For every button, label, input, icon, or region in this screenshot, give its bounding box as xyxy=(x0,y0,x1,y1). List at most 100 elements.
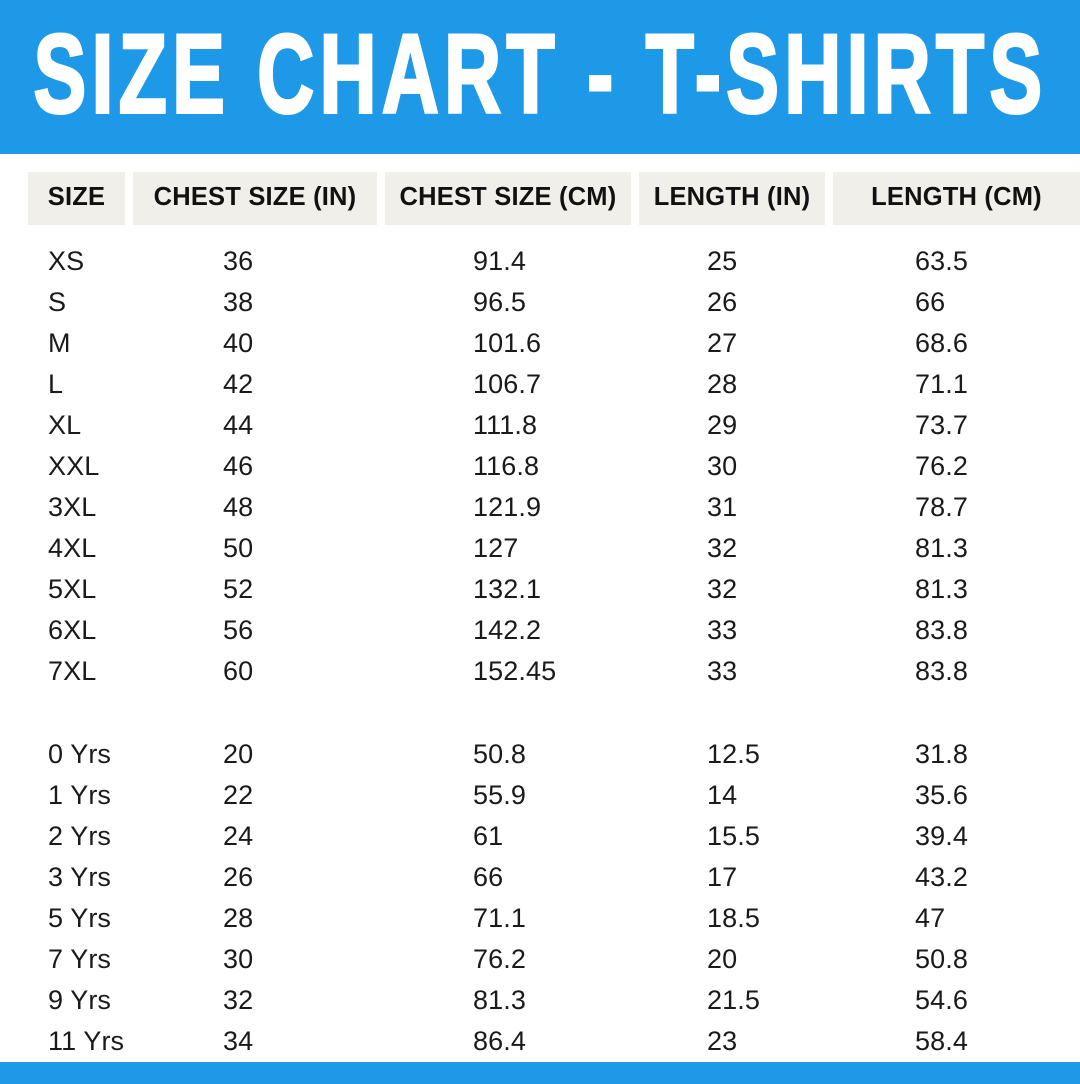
table-row: 1 Yrs 22 55.9 14 35.6 xyxy=(0,775,1080,816)
cell-chest-in: 44 xyxy=(223,409,254,440)
cell-chest-in: 40 xyxy=(223,327,254,358)
cell-length-cm: 71.1 xyxy=(915,368,968,399)
table-row: 3XL 48 121.9 31 78.7 xyxy=(0,487,1080,528)
cell-chest-in: 26 xyxy=(223,861,254,892)
table-row: 7XL 60 152.45 33 83.8 xyxy=(0,651,1080,692)
column-header-length-cm: LENGTH (CM) xyxy=(833,172,1080,225)
table-row: XS 36 91.4 25 63.5 xyxy=(0,241,1080,282)
cell-length-cm: 76.2 xyxy=(915,450,968,481)
cell-chest-in: 36 xyxy=(223,245,254,276)
cell-chest-cm: 55.9 xyxy=(473,779,526,810)
cell-size: 5 Yrs xyxy=(48,902,112,933)
cell-size: 4XL xyxy=(48,532,97,563)
cell-length-cm: 83.8 xyxy=(915,614,968,645)
cell-chest-in: 46 xyxy=(223,450,254,481)
cell-length-cm: 81.3 xyxy=(915,573,968,604)
cell-length-in: 28 xyxy=(707,368,738,399)
cell-length-in: 30 xyxy=(707,450,738,481)
cell-length-in: 15.5 xyxy=(707,820,760,851)
cell-chest-cm: 142.2 xyxy=(473,614,542,645)
cell-length-in: 33 xyxy=(707,655,738,686)
cell-size: M xyxy=(48,327,71,358)
cell-length-cm: 63.5 xyxy=(915,245,968,276)
cell-length-in: 25 xyxy=(707,245,738,276)
cell-chest-cm: 66 xyxy=(473,861,504,892)
cell-length-in: 27 xyxy=(707,327,738,358)
column-header-length-in: LENGTH (IN) xyxy=(639,172,825,225)
cell-chest-cm: 132.1 xyxy=(473,573,542,604)
size-table: SIZE CHEST SIZE (IN) CHEST SIZE (CM) LEN… xyxy=(0,154,1080,1062)
cell-length-cm: 68.6 xyxy=(915,327,968,358)
cell-chest-cm: 61 xyxy=(473,820,504,851)
cell-chest-in: 32 xyxy=(223,984,254,1015)
cell-chest-in: 52 xyxy=(223,573,254,604)
cell-length-cm: 35.6 xyxy=(915,779,968,810)
cell-chest-cm: 152.45 xyxy=(473,655,557,686)
cell-size: 6XL xyxy=(48,614,97,645)
page-title: SIZE CHART - T-SHIRTS xyxy=(32,12,1047,137)
cell-size: 3 Yrs xyxy=(48,861,112,892)
column-header-size: SIZE xyxy=(28,172,125,225)
cell-length-in: 17 xyxy=(707,861,738,892)
cell-length-cm: 43.2 xyxy=(915,861,968,892)
table-row: 4XL 50 127 32 81.3 xyxy=(0,528,1080,569)
cell-chest-cm: 116.8 xyxy=(473,450,540,481)
table-row: M 40 101.6 27 68.6 xyxy=(0,323,1080,364)
cell-length-in: 32 xyxy=(707,532,738,563)
cell-size: L xyxy=(48,368,64,399)
cell-size: 7XL xyxy=(48,655,97,686)
kids-sizes-group: 0 Yrs 20 50.8 12.5 31.8 1 Yrs 22 55.9 14 35.6 2 Yr… xyxy=(0,734,1080,1062)
cell-chest-in: 20 xyxy=(223,738,254,769)
cell-length-cm: 50.8 xyxy=(915,943,968,974)
cell-chest-cm: 111.8 xyxy=(473,409,538,440)
cell-chest-in: 48 xyxy=(223,491,254,522)
cell-length-cm: 66 xyxy=(915,286,946,317)
cell-length-in: 26 xyxy=(707,286,738,317)
cell-length-in: 33 xyxy=(707,614,738,645)
table-row: 2 Yrs 24 61 15.5 39.4 xyxy=(0,816,1080,857)
cell-chest-cm: 96.5 xyxy=(473,286,526,317)
cell-length-in: 32 xyxy=(707,573,738,604)
cell-chest-in: 50 xyxy=(223,532,254,563)
cell-chest-in: 24 xyxy=(223,820,254,851)
cell-size: 2 Yrs xyxy=(48,820,112,851)
cell-chest-cm: 91.4 xyxy=(473,245,526,276)
cell-chest-in: 34 xyxy=(223,1025,254,1056)
column-header-chest-in: CHEST SIZE (IN) xyxy=(133,172,377,225)
table-row: 5XL 52 132.1 32 81.3 xyxy=(0,569,1080,610)
cell-length-cm: 78.7 xyxy=(915,491,968,522)
cell-chest-in: 30 xyxy=(223,943,254,974)
cell-chest-in: 22 xyxy=(223,779,254,810)
cell-size: XXL xyxy=(48,450,100,481)
table-row: L 42 106.7 28 71.1 xyxy=(0,364,1080,405)
cell-size: XS xyxy=(48,245,85,276)
cell-chest-cm: 76.2 xyxy=(473,943,526,974)
table-row: XL 44 111.8 29 73.7 xyxy=(0,405,1080,446)
cell-length-cm: 73.7 xyxy=(915,409,968,440)
table-row: 5 Yrs 28 71.1 18.5 47 xyxy=(0,898,1080,939)
cell-length-cm: 83.8 xyxy=(915,655,968,686)
cell-chest-cm: 106.7 xyxy=(473,368,542,399)
cell-size: 5XL xyxy=(48,573,97,604)
cell-chest-cm: 71.1 xyxy=(473,902,526,933)
cell-length-cm: 54.6 xyxy=(915,984,968,1015)
table-row: 9 Yrs 32 81.3 21.5 54.6 xyxy=(0,980,1080,1021)
cell-length-in: 29 xyxy=(707,409,738,440)
adult-sizes-group: XS 36 91.4 25 63.5 S 38 96.5 26 66 M 40 101.6 27 68.6 L… xyxy=(0,241,1080,692)
cell-length-cm: 39.4 xyxy=(915,820,968,851)
cell-chest-cm: 81.3 xyxy=(473,984,526,1015)
cell-size: 3XL xyxy=(48,491,97,522)
cell-length-cm: 81.3 xyxy=(915,532,968,563)
table-row: 3 Yrs 26 66 17 43.2 xyxy=(0,857,1080,898)
cell-length-in: 14 xyxy=(707,779,738,810)
cell-size: 1 Yrs xyxy=(48,779,112,810)
cell-size: XL xyxy=(48,409,82,440)
cell-length-in: 12.5 xyxy=(707,738,760,769)
cell-length-in: 23 xyxy=(707,1025,738,1056)
cell-chest-in: 42 xyxy=(223,368,254,399)
cell-chest-in: 60 xyxy=(223,655,254,686)
cell-chest-cm: 50.8 xyxy=(473,738,526,769)
table-row: S 38 96.5 26 66 xyxy=(0,282,1080,323)
cell-chest-cm: 127 xyxy=(473,532,519,563)
cell-chest-cm: 101.6 xyxy=(473,327,542,358)
